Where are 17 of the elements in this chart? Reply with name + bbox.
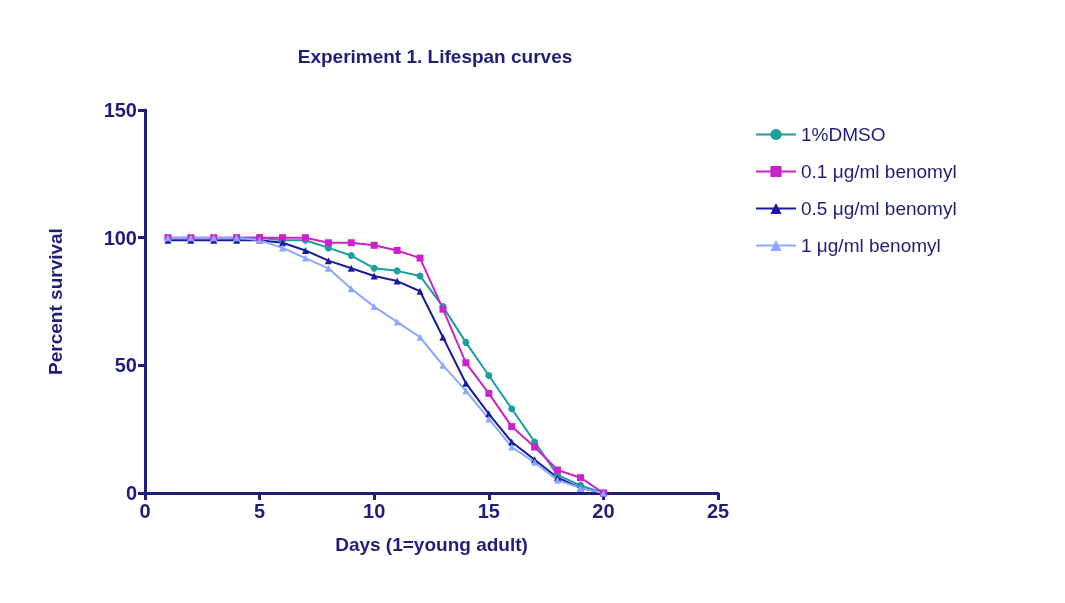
y-axis-title: Percent survival (45, 228, 66, 375)
x-tick-label: 15 (477, 500, 500, 522)
y-tick-label: 50 (114, 354, 137, 377)
x-tick-label: 0 (139, 500, 151, 522)
legend-label: 1%DMSO (801, 124, 886, 145)
chart-title: Experiment 1. Lifespan curves (297, 46, 573, 67)
x-axis-title: Days (1=young adult) (335, 534, 528, 555)
x-tick-label: 5 (254, 500, 266, 522)
y-tick-label: 100 (103, 226, 137, 249)
x-tick-label: 25 (706, 500, 730, 522)
legend-label: 0.1 μg/ml benomyl (801, 161, 957, 182)
legend-label: 1 μg/ml benomyl (801, 235, 941, 256)
y-tick-label: 150 (103, 99, 137, 121)
x-tick-label: 20 (592, 500, 615, 522)
legend-label: 0.5 μg/ml benomyl (801, 198, 957, 219)
x-tick-label: 10 (363, 500, 386, 522)
y-tick-label: 0 (125, 482, 137, 504)
